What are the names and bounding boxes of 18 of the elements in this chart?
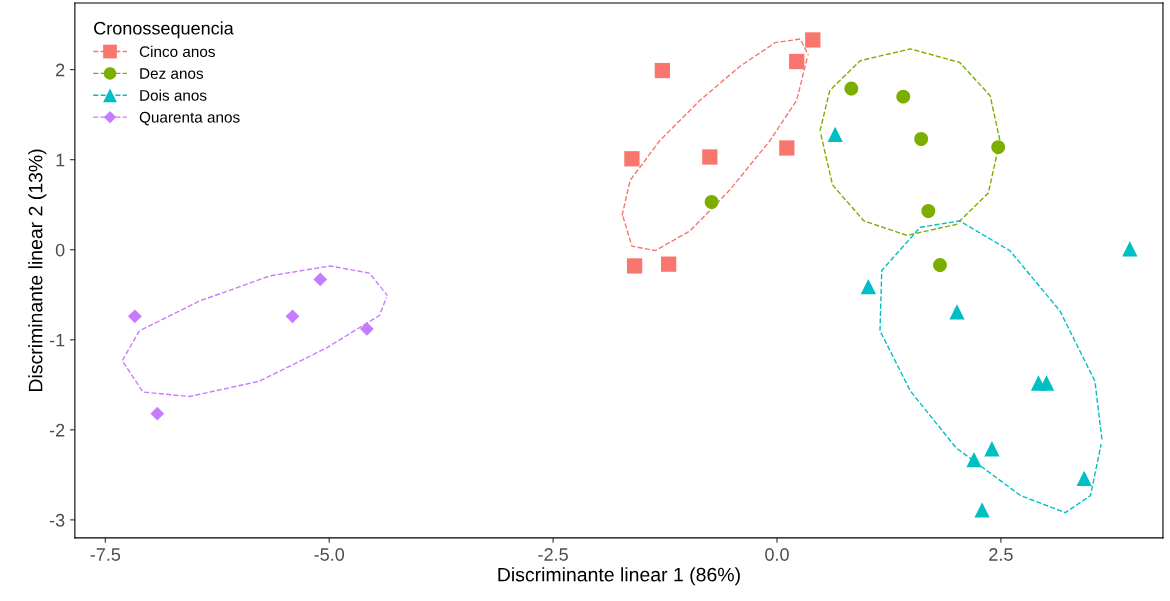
- x-axis-title: Discriminante linear 1 (86%): [498, 567, 740, 586]
- y-tick-label: -2: [49, 423, 65, 437]
- y-tick-label: -3: [49, 513, 65, 527]
- y-tick-label: 1: [56, 153, 65, 167]
- legend-label: Dez anos: [140, 68, 204, 79]
- y-axis-title: Discriminante linear 2 (13%): [28, 149, 47, 391]
- y-tick-label: 0: [55, 243, 65, 257]
- x-tick-label: -2.5: [538, 548, 568, 561]
- x-tick-label: 0.0: [765, 548, 789, 561]
- y-tick-label: 2: [56, 63, 65, 77]
- legend-label: Cinco anos: [139, 45, 215, 58]
- x-tick-label: 2.5: [989, 548, 1013, 561]
- legend-label: Dois anos: [140, 89, 207, 101]
- legend-label: Quarenta anos: [139, 111, 240, 126]
- legend-title: Cronossequencia: [94, 21, 234, 39]
- y-tick-label: -1: [49, 333, 65, 347]
- x-tick-label: -7.5: [90, 548, 121, 561]
- x-tick-label: -5.0: [314, 548, 345, 561]
